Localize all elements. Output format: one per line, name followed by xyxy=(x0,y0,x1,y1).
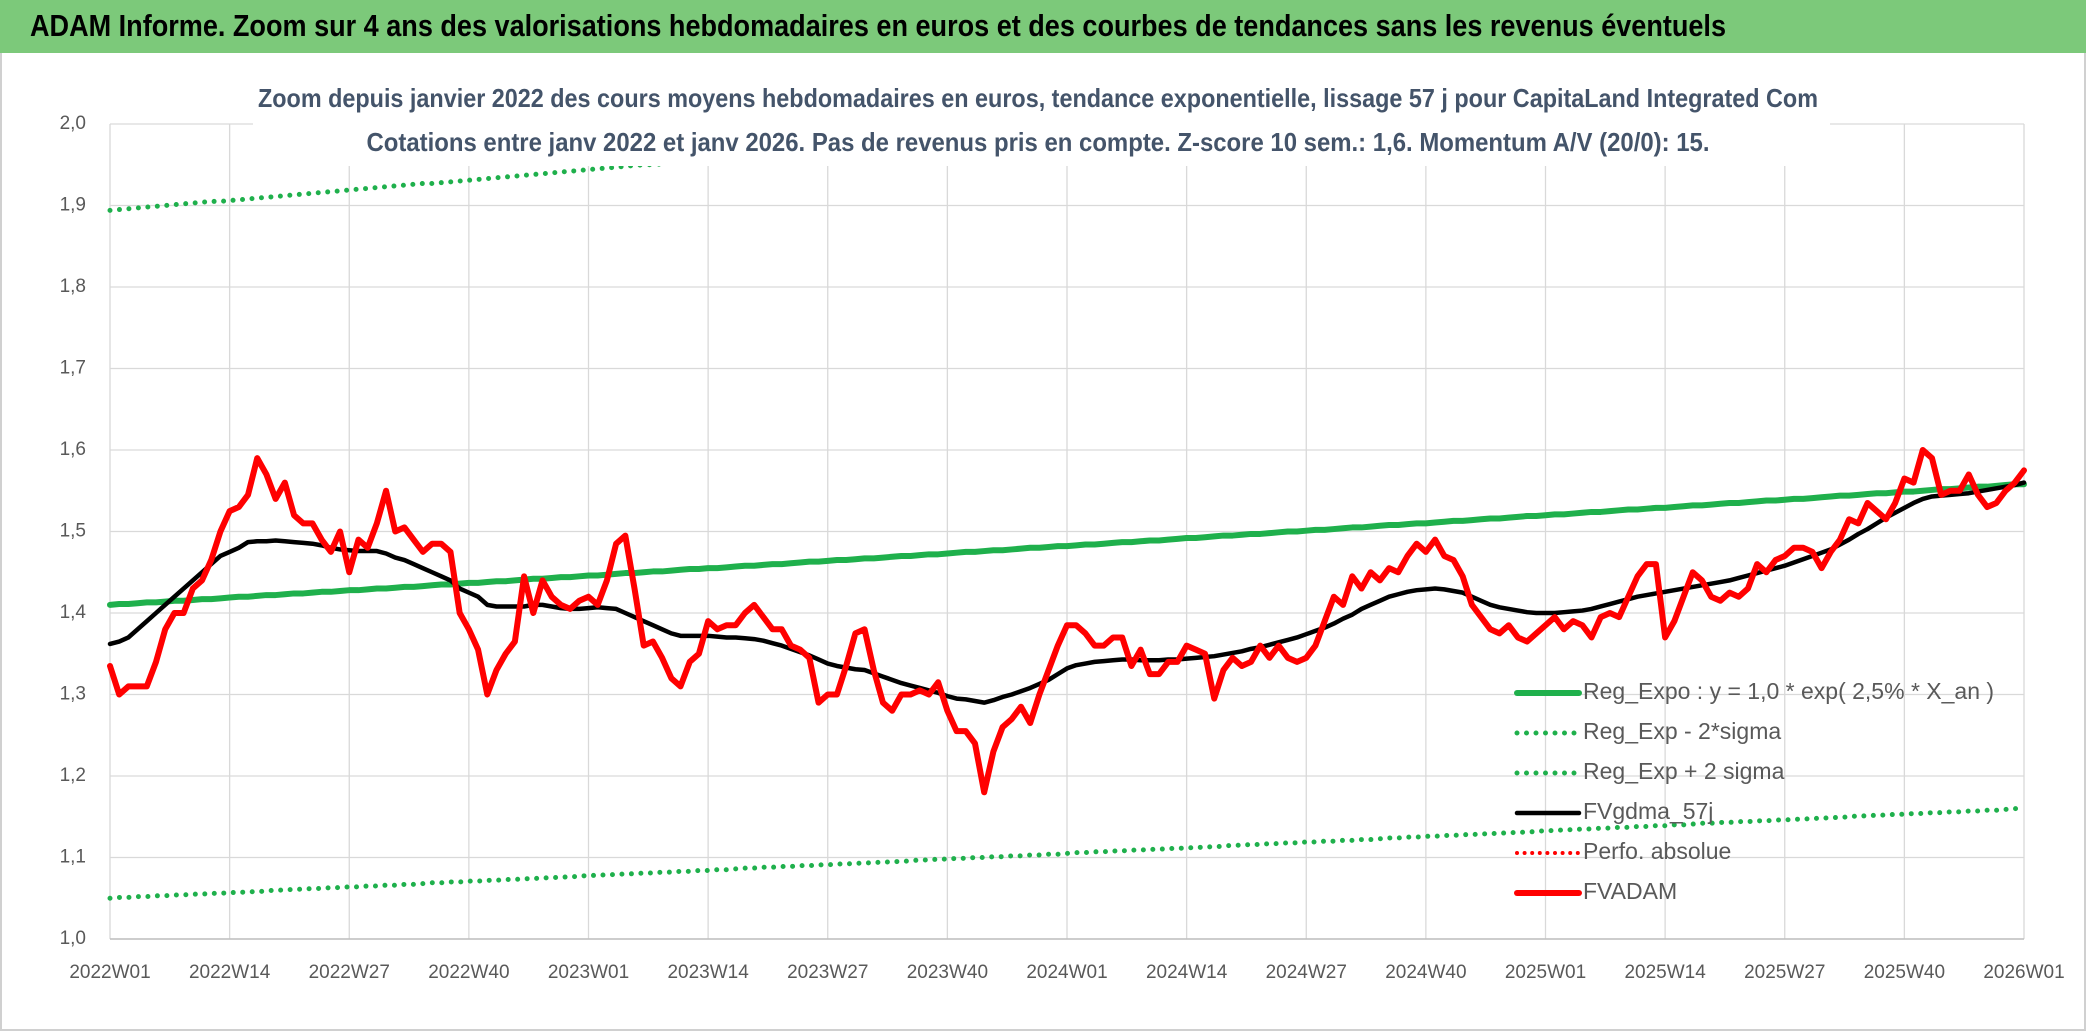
series-line xyxy=(107,481,2027,608)
header-title: ADAM Informe. Zoom sur 4 ans des valoris… xyxy=(30,8,1726,43)
y-tick-label: 1,2 xyxy=(60,765,86,786)
x-tick-label: 2022W40 xyxy=(428,962,509,983)
x-tick-label: 2025W27 xyxy=(1744,962,1825,983)
y-tick-label: 1,7 xyxy=(60,358,86,379)
x-tick-label: 2025W14 xyxy=(1624,962,1706,983)
legend-label: Reg_Exp + 2 sigma xyxy=(1583,758,1785,784)
x-tick-label: 2022W01 xyxy=(69,962,150,983)
y-tick-label: 1,0 xyxy=(60,928,86,949)
y-tick-label: 2,0 xyxy=(60,113,86,134)
y-tick-label: 1,5 xyxy=(60,521,86,542)
x-tick-label: 2024W40 xyxy=(1385,962,1466,983)
series-line xyxy=(107,806,2027,901)
title-box xyxy=(253,78,1830,166)
legend-label: Reg_Expo : y = 1,0 * exp( 2,5% * X_an ) xyxy=(1583,678,1994,704)
x-tick-label: 2026W01 xyxy=(1983,962,2064,983)
legend-label: FVgdma_57j xyxy=(1583,798,1713,824)
x-tick-label: 2023W14 xyxy=(667,962,749,983)
x-tick-label: 2022W27 xyxy=(309,962,390,983)
header-bar xyxy=(0,0,2086,53)
y-tick-label: 1,8 xyxy=(60,276,86,297)
x-tick-label: 2023W40 xyxy=(907,962,988,983)
x-tick-label: 2025W01 xyxy=(1505,962,1586,983)
x-tick-label: 2023W01 xyxy=(548,962,629,983)
x-tick-label: 2024W14 xyxy=(1146,962,1228,983)
x-tick-label: 2024W27 xyxy=(1266,962,1347,983)
legend: Reg_Expo : y = 1,0 * exp( 2,5% * X_an ) R… xyxy=(1514,678,1994,904)
x-tick-label: 2022W14 xyxy=(189,962,271,983)
legend-label: FVADAM xyxy=(1583,878,1677,904)
legend-label: Reg_Exp - 2*sigma xyxy=(1583,718,1781,744)
y-tick-label: 1,6 xyxy=(60,439,86,460)
axes: 1,0 1,1 1,2 1,3 1,4 1,5 1,6 1,7 1,8 1,9 2,0 2022W01… xyxy=(60,113,2065,983)
x-tick-label: 2024W01 xyxy=(1026,962,1107,983)
legend-label: Perfo. absolue xyxy=(1583,838,1731,864)
y-tick-label: 1,9 xyxy=(60,195,86,216)
y-tick-label: 1,1 xyxy=(60,847,86,868)
x-tick-label: 2025W40 xyxy=(1864,962,1945,983)
x-tick-label: 2023W27 xyxy=(787,962,868,983)
chart-title: Zoom depuis janvier 2022 des cours moyen… xyxy=(258,83,1818,113)
y-tick-label: 1,4 xyxy=(60,602,87,623)
series-line xyxy=(107,447,2027,796)
chart-subtitle: Cotations entre janv 2022 et janv 2026. … xyxy=(367,127,1710,157)
y-tick-label: 1,3 xyxy=(60,684,86,705)
